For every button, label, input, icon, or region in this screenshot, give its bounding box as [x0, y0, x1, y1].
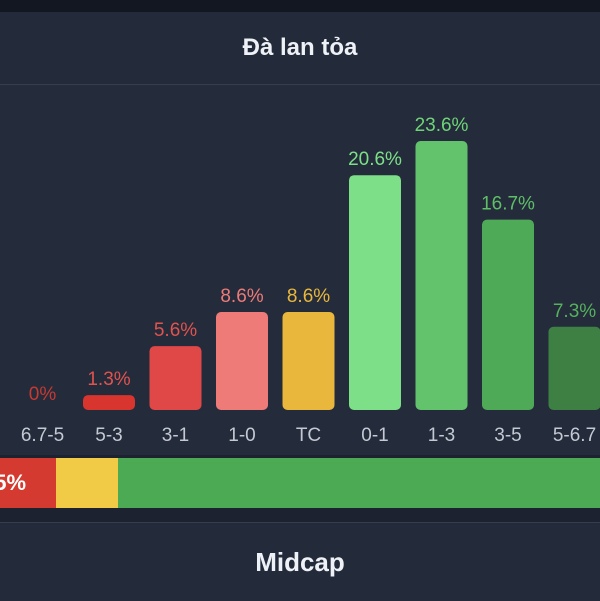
gap-strip — [0, 508, 600, 522]
stack-segment-1: 15% — [0, 458, 56, 508]
category-label-5-6.7: 5-6.7 — [553, 425, 596, 446]
stack-segment-label: 15% — [0, 470, 26, 496]
bar-3-1 — [150, 346, 202, 410]
value-label-5-6.7: 7.3% — [553, 301, 596, 322]
bar-5-3 — [83, 395, 135, 410]
stack-segment-2 — [56, 458, 118, 508]
header: Đà lan tỏa — [0, 12, 600, 85]
category-label-TC: TC — [296, 425, 321, 446]
bar-1-0 — [216, 312, 268, 410]
category-label-3-1: 3-1 — [162, 425, 189, 446]
value-label-1-3: 23.6% — [415, 115, 469, 136]
bar-3-5 — [482, 220, 534, 410]
category-label-3-5: 3-5 — [494, 425, 521, 446]
stack-segment-3 — [118, 458, 600, 508]
bar-TC — [283, 312, 335, 410]
value-label-3-5: 16.7% — [481, 194, 535, 215]
category-label-6.7-5: 6.7-5 — [21, 425, 64, 446]
value-label-6.7-5: 0% — [29, 384, 57, 405]
value-label-0-1: 20.6% — [348, 149, 402, 170]
value-label-1-0: 8.6% — [220, 286, 263, 307]
value-label-3-1: 5.6% — [154, 320, 197, 341]
top-strip — [0, 0, 600, 12]
bar-chart: 70%6.7-51.3%5-35.6%3-18.6%1-08.6%TC20.6%… — [0, 85, 600, 455]
category-label-1-3: 1-3 — [428, 425, 455, 446]
chart-area: 70%6.7-51.3%5-35.6%3-18.6%1-08.6%TC20.6%… — [0, 85, 600, 455]
value-label-5-3: 1.3% — [87, 369, 130, 390]
value-label-TC: 8.6% — [287, 286, 330, 307]
category-label-0-1: 0-1 — [361, 425, 388, 446]
category-label-1-0: 1-0 — [228, 425, 255, 446]
index-name: Midcap — [255, 547, 345, 578]
bar-1-3 — [416, 141, 468, 410]
footer[interactable]: Midcap — [0, 522, 600, 601]
category-label-5-3: 5-3 — [95, 425, 122, 446]
stacked-summary-bar: 15% — [0, 458, 600, 508]
bar-5-6.7 — [549, 327, 600, 410]
page-title: Đà lan tỏa — [243, 34, 358, 62]
bar-0-1 — [349, 175, 401, 410]
